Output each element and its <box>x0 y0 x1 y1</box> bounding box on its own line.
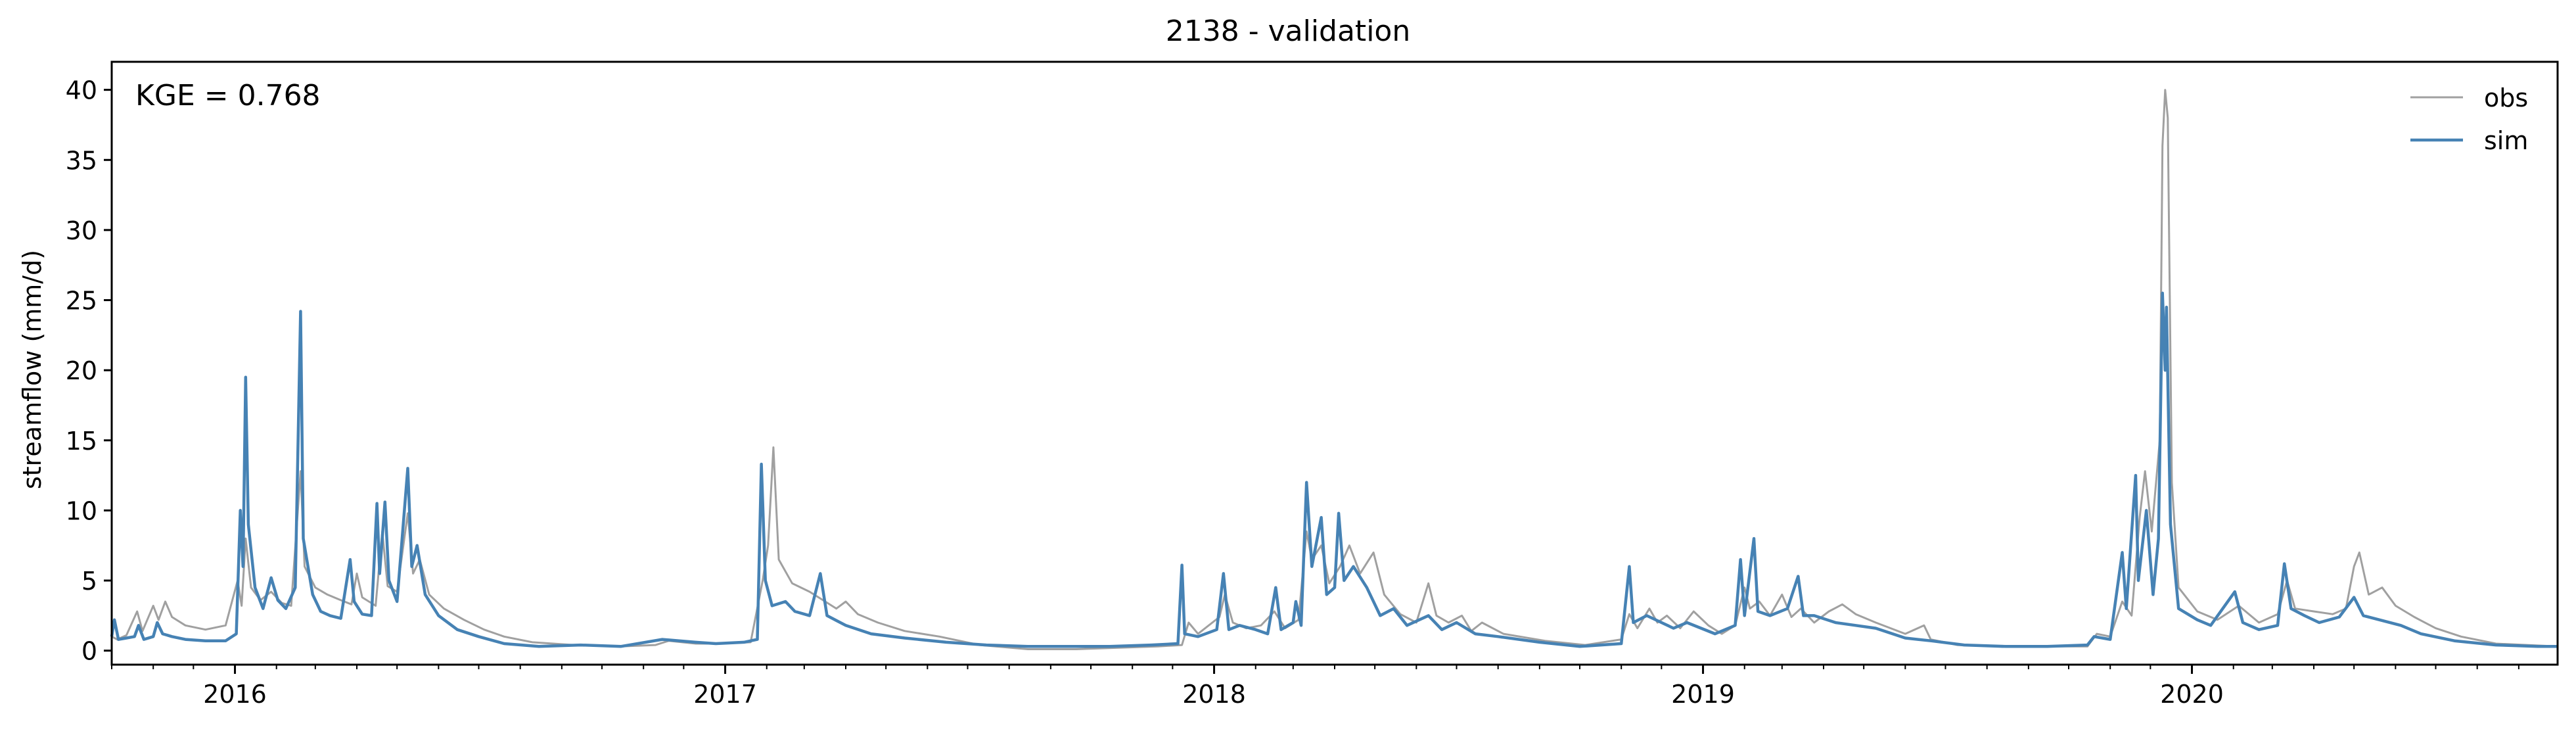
x-tick-label: 2017 <box>693 680 757 709</box>
y-tick-label: 5 <box>81 567 97 596</box>
y-tick-label: 15 <box>66 427 97 456</box>
x-tick-label: 2016 <box>203 680 267 709</box>
x-axis: 2016 2017 2018 2019 2020 <box>111 665 2519 709</box>
y-axis: 0 5 10 15 20 25 30 35 40 <box>66 76 112 666</box>
kge-annotation: KGE = 0.768 <box>135 79 321 112</box>
y-tick-label: 25 <box>66 287 97 316</box>
y-tick-label: 20 <box>66 356 97 385</box>
y-tick-label: 10 <box>66 496 97 525</box>
chart-title: 2138 - validation <box>1166 14 1410 48</box>
y-axis-label: streamflow (mm/d) <box>18 250 47 489</box>
series-line-sim <box>110 291 2558 648</box>
x-tick-label: 2018 <box>1182 680 1246 709</box>
legend-label-sim: sim <box>2484 126 2528 155</box>
y-tick-label: 40 <box>66 76 97 105</box>
x-tick-label: 2019 <box>1671 680 1735 709</box>
y-tick-label: 35 <box>66 146 97 175</box>
y-tick-label: 0 <box>81 637 97 666</box>
y-tick-label: 30 <box>66 216 97 245</box>
legend-label-obs: obs <box>2484 83 2528 112</box>
legend: obs sim <box>2410 83 2528 155</box>
x-tick-label: 2020 <box>2160 680 2224 709</box>
series-layer <box>110 89 2558 650</box>
